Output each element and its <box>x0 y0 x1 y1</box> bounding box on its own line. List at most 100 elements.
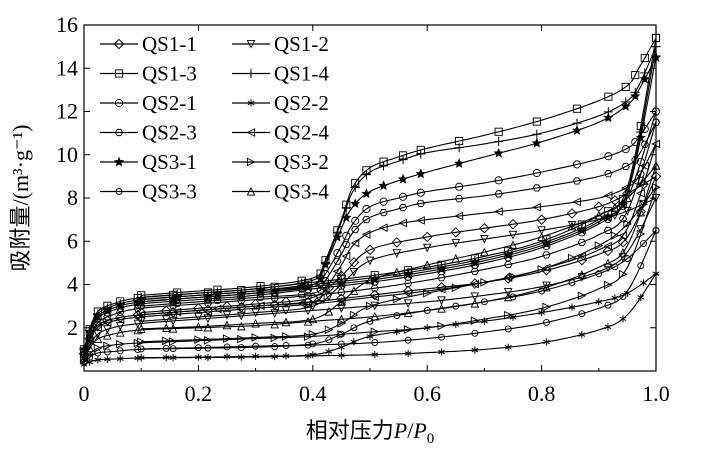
y-tick-label: 14 <box>56 55 78 80</box>
y-tick-label: 10 <box>56 142 78 167</box>
legend-marker <box>114 69 124 78</box>
data-point <box>454 195 464 203</box>
data-point <box>640 161 649 171</box>
series-layer <box>78 33 662 369</box>
data-point <box>494 207 503 216</box>
series-line-desorption <box>141 186 657 343</box>
data-point <box>104 355 111 363</box>
data-point <box>576 254 588 266</box>
data-point <box>504 260 513 269</box>
data-point <box>361 170 372 180</box>
data-point <box>370 311 380 321</box>
data-point <box>392 267 402 277</box>
data-point <box>370 292 379 302</box>
data-point <box>630 90 641 101</box>
data-point <box>508 230 518 240</box>
data-point <box>618 247 628 257</box>
legend-label: QS1-3 <box>142 62 197 86</box>
data-point <box>471 329 479 337</box>
data-point <box>404 349 412 358</box>
series-QS3-4 <box>79 160 661 363</box>
data-point <box>469 278 481 289</box>
data-point <box>619 315 627 323</box>
data-point <box>416 149 426 159</box>
data-point <box>618 215 628 223</box>
data-point <box>337 330 347 339</box>
data-point <box>450 227 462 238</box>
x-axis-label-var-p: P <box>393 418 407 443</box>
data-point <box>168 316 178 326</box>
data-point <box>618 231 628 240</box>
data-point <box>93 334 103 344</box>
data-point <box>336 278 347 288</box>
legend-label: QS2-3 <box>142 121 197 145</box>
data-point <box>621 145 630 154</box>
series-line-adsorption <box>83 122 657 354</box>
series-QS2-4 <box>79 139 661 361</box>
legend-marker <box>247 99 255 107</box>
data-point <box>423 288 432 298</box>
data-point <box>393 312 401 320</box>
data-point <box>162 353 170 362</box>
data-point <box>438 348 445 356</box>
data-point <box>543 318 550 326</box>
series-line-desorption <box>141 175 657 314</box>
data-point <box>538 309 545 317</box>
data-point <box>137 337 146 347</box>
data-point <box>610 202 620 212</box>
data-point <box>454 158 465 168</box>
data-point <box>416 216 425 225</box>
data-point <box>577 252 586 262</box>
data-point <box>370 327 380 337</box>
data-point <box>603 241 613 251</box>
data-point <box>203 322 213 332</box>
series-line-desorption <box>141 165 657 330</box>
data-point <box>531 137 542 148</box>
data-point <box>350 324 358 332</box>
data-point <box>255 301 265 311</box>
x-axis-label-subscript: 0 <box>427 431 435 447</box>
data-point <box>281 332 291 341</box>
legend-marker <box>114 98 124 108</box>
data-point <box>577 291 587 301</box>
data-point <box>194 312 203 322</box>
data-point <box>341 203 351 213</box>
data-point <box>532 117 541 126</box>
data-point <box>332 267 342 276</box>
data-point <box>270 319 279 329</box>
data-point <box>455 182 464 191</box>
data-point <box>222 334 232 343</box>
legend-label: QS2-4 <box>274 121 329 145</box>
series-line-desorption <box>141 230 657 350</box>
data-point <box>325 336 333 344</box>
data-point <box>102 318 112 328</box>
data-point <box>576 224 587 235</box>
data-point <box>594 210 604 220</box>
data-point <box>222 320 232 330</box>
data-point <box>621 162 630 171</box>
data-point <box>282 342 290 350</box>
data-point <box>281 306 291 316</box>
data-point <box>451 239 461 248</box>
data-point <box>309 340 317 348</box>
data-point <box>542 251 551 259</box>
data-point <box>532 202 541 212</box>
data-point <box>398 192 408 201</box>
data-point <box>270 309 279 318</box>
series-line-adsorption <box>83 143 657 357</box>
data-point <box>572 177 582 185</box>
data-point <box>651 118 661 126</box>
data-point <box>320 285 330 294</box>
data-point <box>308 302 318 311</box>
data-point <box>572 160 582 169</box>
data-point <box>337 319 347 328</box>
data-point <box>494 190 503 198</box>
data-point <box>349 268 359 277</box>
legend-label: QS3-3 <box>142 180 197 204</box>
data-point <box>222 310 232 320</box>
data-point <box>103 325 112 334</box>
data-point <box>341 212 352 223</box>
data-point <box>85 336 94 346</box>
data-point <box>371 351 379 359</box>
